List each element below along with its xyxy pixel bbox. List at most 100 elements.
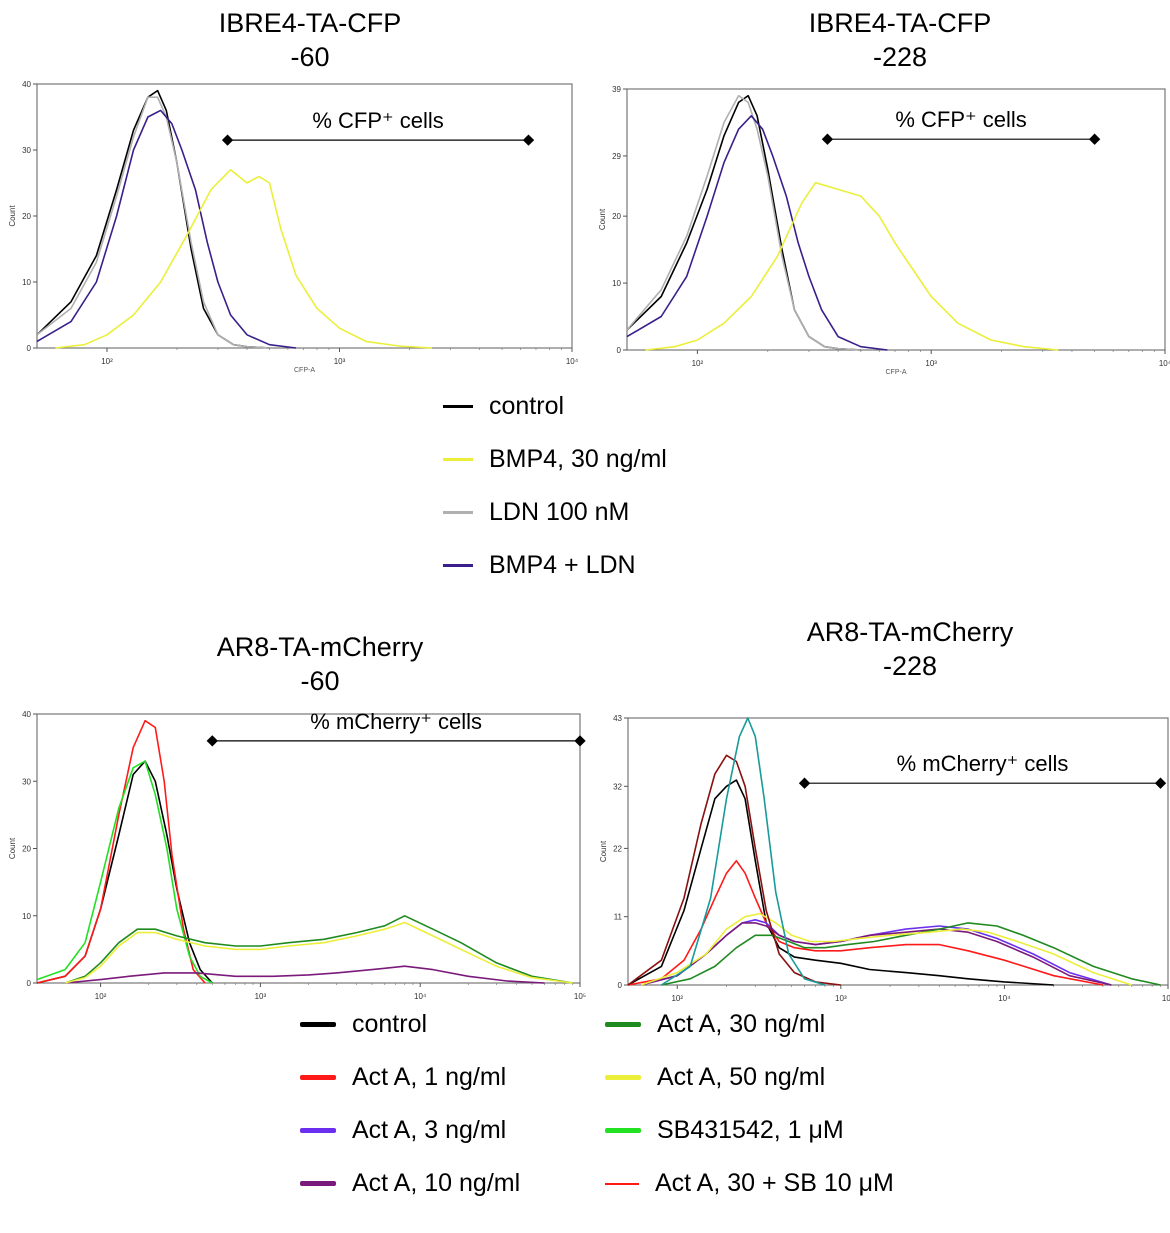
- y-tick-label: 10: [22, 912, 31, 921]
- y-tick-label: 30: [22, 146, 31, 155]
- x-tick-label: 10³: [255, 992, 267, 1001]
- legend-label: SB431542, 1 μM: [657, 1116, 844, 1144]
- legend-swatch: [300, 1128, 336, 1133]
- plot-frame: [627, 717, 1169, 986]
- x-tick-label: 10²: [101, 357, 113, 366]
- x-tick-label: 10³: [925, 359, 937, 368]
- gate-marker: [821, 133, 834, 145]
- legend-item: Act A, 50 ng/ml: [605, 1063, 825, 1092]
- series-line-act-a-3-ng-ml: [640, 919, 1112, 986]
- series-line-control: [626, 94, 861, 351]
- legend-item: control: [443, 392, 564, 421]
- series-line-act-a-30-sb-10-m: [627, 754, 841, 986]
- histogram-ibre4-60: 0 10 20 30 40 10² 10³ 10⁴ Count CFP-A % CFP⁺ cells: [8, 80, 579, 374]
- series-line-act-a-30-ng-ml: [64, 915, 573, 984]
- y-tick-label: 20: [22, 212, 31, 221]
- y-tick-label: 22: [613, 844, 622, 853]
- y-tick-label: 43: [613, 714, 622, 723]
- legend-bottom-right: Act A, 30 ng/ml Act A, 50 ng/ml SB431542, …: [605, 1010, 965, 1230]
- series-line-act-a-10-ng-ml: [640, 922, 1112, 986]
- x-tick-label: 10³: [835, 994, 847, 1003]
- legend-label: BMP4 + LDN: [489, 551, 636, 579]
- legend-swatch: [443, 405, 473, 408]
- legend-item: Act A, 10 ng/ml: [300, 1169, 520, 1198]
- series-line-control: [36, 89, 270, 349]
- legend-item: Act A, 3 ng/ml: [300, 1116, 506, 1145]
- y-axis-label: Count: [8, 837, 17, 859]
- gate-marker: [206, 735, 218, 747]
- gate-label: % mCherry⁺ cells: [310, 709, 482, 734]
- x-tick-label: 10⁴: [566, 357, 579, 366]
- y-tick-label: 10: [22, 278, 31, 287]
- legend-item: SB431542, 1 μM: [605, 1116, 844, 1145]
- series-line-bmp4-ldn: [36, 109, 297, 349]
- legend-swatch: [300, 1022, 336, 1027]
- series-line-act-a-1-ng-ml: [36, 719, 206, 984]
- x-tick-label: 10²: [671, 994, 683, 1003]
- legend-label: Act A, 50 ng/ml: [657, 1063, 826, 1091]
- legend-item: control: [300, 1010, 427, 1039]
- y-axis-label: Count: [8, 205, 17, 227]
- y-tick-label: 32: [613, 782, 622, 791]
- gate-marker: [798, 777, 811, 789]
- panel-title-ar8-228: AR8-TA-mCherry -228: [806, 617, 1014, 681]
- series-line-sb431542-1-m: [36, 760, 213, 984]
- legend-label: Act A, 30 ng/ml: [657, 1010, 826, 1038]
- histogram-ibre4-228: 0 10 20 29 39 10² 10³ 10⁴ Count CFP-A % CFP⁺ cells: [598, 85, 1170, 376]
- x-tick-label: 10⁴: [414, 992, 427, 1001]
- y-tick-label: 30: [22, 777, 31, 786]
- x-axis-label: CFP-A: [886, 369, 907, 376]
- legend-item: Act A, 30 + SB 10 μM: [605, 1169, 894, 1198]
- gate-marker: [1088, 133, 1101, 145]
- y-tick-label: 40: [22, 80, 31, 89]
- y-tick-label: 20: [612, 212, 621, 221]
- legend-item: Act A, 30 ng/ml: [605, 1010, 825, 1039]
- legend-item: BMP4 + LDN: [443, 551, 636, 580]
- y-tick-label: 11: [614, 913, 623, 922]
- legend-item: LDN 100 nM: [443, 498, 629, 527]
- series-line-bmp4-30-ng-ml: [645, 181, 1059, 351]
- series-line-ldn-100-nm: [626, 94, 861, 351]
- gate-marker: [574, 735, 586, 747]
- x-tick-label: 10³: [334, 357, 346, 366]
- histogram-ar8-60: 0 10 20 30 40 10² 10³ 10⁴ 10⁵ Count % mCherry⁺ cel…: [8, 709, 586, 1001]
- legend-label: Act A, 1 ng/ml: [352, 1063, 507, 1091]
- legend-label: LDN 100 nM: [489, 498, 630, 526]
- y-axis-label: Count: [598, 208, 607, 230]
- legend-label: Act A, 30 + SB 10 μM: [655, 1169, 894, 1197]
- legend-label: Act A, 3 ng/ml: [352, 1116, 507, 1144]
- x-tick-label: 10⁵: [1162, 994, 1170, 1003]
- y-tick-label: 0: [27, 979, 32, 988]
- histogram-ar8-228: 0 11 22 32 43 10² 10³ 10⁴ 10⁵ Count % mCherry⁺ cel…: [599, 714, 1170, 1003]
- panel-title-ibre4-228: IBRE4-TA-CFP -228: [808, 8, 992, 72]
- legend-item: BMP4, 30 ng/ml: [443, 445, 667, 474]
- gate-marker: [522, 134, 535, 146]
- y-tick-label: 40: [22, 710, 31, 719]
- gate-label: % CFP⁺ cells: [895, 107, 1026, 132]
- y-tick-label: 0: [617, 346, 622, 355]
- y-tick-label: 39: [612, 85, 621, 94]
- legend-swatch: [605, 1075, 641, 1080]
- legend-label: control: [489, 392, 565, 420]
- y-tick-label: 29: [612, 152, 621, 161]
- y-tick-label: 10: [612, 279, 621, 288]
- legend-swatch: [300, 1075, 336, 1080]
- legend-label: Act A, 10 ng/ml: [352, 1169, 521, 1197]
- gate-label: % mCherry⁺ cells: [897, 751, 1069, 776]
- x-axis-label: CFP-A: [294, 367, 315, 374]
- series-line-bmp4-ldn: [626, 114, 888, 351]
- series-line-control: [627, 779, 1054, 986]
- legend-swatch: [300, 1181, 336, 1186]
- legend-bottom-left: control Act A, 1 ng/ml Act A, 3 ng/ml Act A…: [300, 1010, 600, 1230]
- series-line-teal: [660, 717, 826, 986]
- gate-marker: [221, 134, 234, 146]
- panel-title-ar8-60: AR8-TA-mCherry -60: [216, 632, 424, 696]
- x-tick-label: 10²: [692, 359, 704, 368]
- panel-title-ibre4-60: IBRE4-TA-CFP -60: [218, 8, 402, 72]
- legend-item: Act A, 1 ng/ml: [300, 1063, 506, 1092]
- legend-swatch: [605, 1022, 641, 1027]
- legend-swatch: [605, 1182, 639, 1185]
- series-line-ldn-100-nm: [36, 96, 270, 349]
- series-line-act-a-1-ng-ml: [627, 860, 1104, 986]
- legend-top: control BMP4, 30 ng/ml LDN 100 nM BMP4 + LD…: [443, 392, 743, 592]
